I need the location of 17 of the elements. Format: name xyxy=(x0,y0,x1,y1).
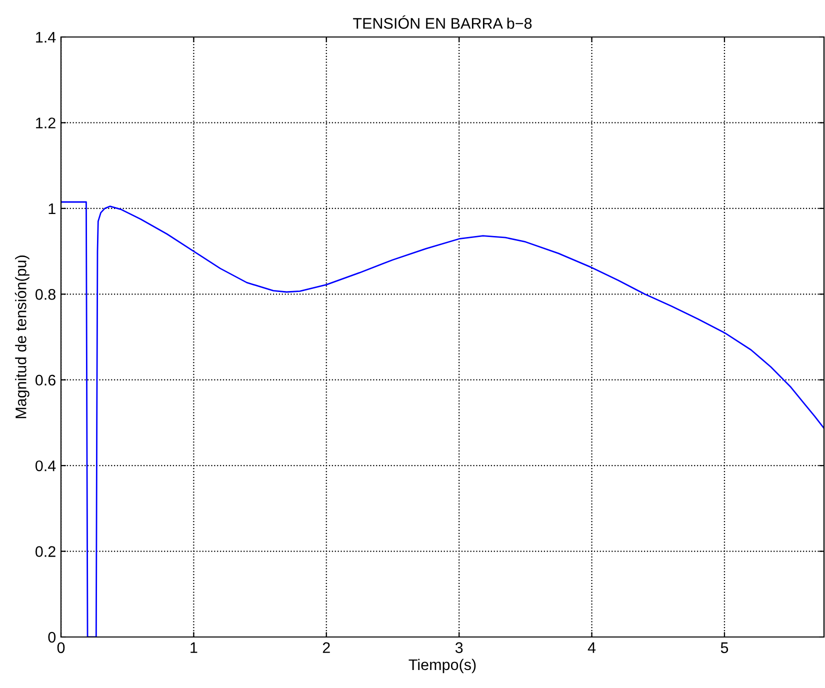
x-tick-label: 2 xyxy=(322,642,330,653)
y-tick-label: 0.6 xyxy=(36,374,56,386)
y-tick-label: 1.4 xyxy=(36,32,56,43)
y-tick-label: 1 xyxy=(48,203,56,214)
y-tick-label: 0.2 xyxy=(36,546,56,557)
x-tick-label: 3 xyxy=(455,642,463,654)
y-axis-title: Magnitud de tensión(pu) xyxy=(14,256,30,418)
chart-title: TENSIÓN EN BARRA b−8 xyxy=(353,15,532,29)
x-axis-title: Tiempo(s) xyxy=(408,658,476,674)
x-tick-label: 5 xyxy=(720,642,728,654)
y-tick-label: 0.8 xyxy=(36,289,56,300)
x-tick-label: 4 xyxy=(588,642,596,653)
y-tick-label: 1.2 xyxy=(36,118,56,128)
y-tick-label: 0 xyxy=(48,632,56,643)
x-tick-label: 1 xyxy=(190,642,198,653)
x-tick-label: 0 xyxy=(57,642,65,654)
y-tick-label: 0.4 xyxy=(36,460,56,472)
